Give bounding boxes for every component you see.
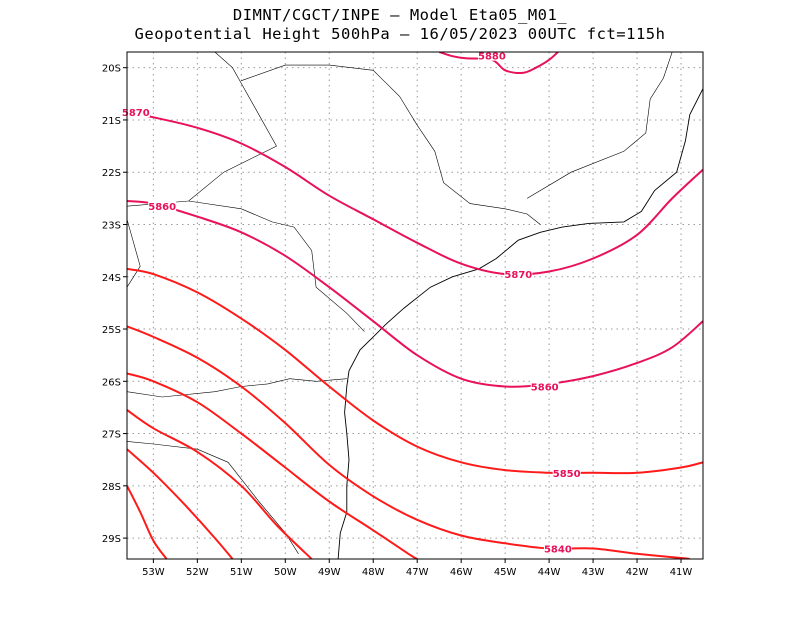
contour-5860 bbox=[127, 200, 703, 388]
boundary-coast bbox=[337, 88, 703, 559]
boundary-state-PR-SC bbox=[127, 378, 347, 398]
height-contours bbox=[127, 52, 703, 559]
lat-tick-label: 22S bbox=[102, 168, 121, 179]
boundary-west-border bbox=[127, 219, 141, 288]
contour-label: 5840 bbox=[544, 545, 572, 556]
lat-tick-label: 29S bbox=[102, 534, 121, 545]
contour-label: 5870 bbox=[504, 270, 532, 281]
contour-5880 bbox=[438, 52, 559, 74]
boundary-state-MG-SP bbox=[241, 64, 541, 225]
lat-tick-label: 20S bbox=[102, 64, 121, 75]
lat-tick-label: 21S bbox=[102, 116, 121, 127]
lon-tick-label: 51W bbox=[230, 567, 253, 578]
lat-tick-label: 28S bbox=[102, 482, 121, 493]
boundary-state-MG-RJ-ES bbox=[526, 52, 673, 199]
map-frame bbox=[126, 51, 704, 560]
contour-label-bg bbox=[504, 268, 533, 280]
graticule bbox=[127, 52, 703, 559]
map-title-line1: DIMNT/CGCT/INPE – Model Eta05_M01_ bbox=[232, 6, 568, 24]
lon-tick-label: 41W bbox=[670, 567, 693, 578]
lon-tick-label: 43W bbox=[582, 567, 605, 578]
coastline-and-borders bbox=[127, 52, 703, 559]
lon-tick-label: 46W bbox=[450, 567, 473, 578]
contour-label-bg bbox=[148, 200, 177, 212]
lon-tick-label: 50W bbox=[274, 567, 297, 578]
lat-tick-label: 24S bbox=[102, 273, 121, 284]
map-title-line2: Geopotential Height 500hPa – 16/05/2023 … bbox=[134, 25, 666, 43]
contour-label-bg bbox=[552, 466, 581, 478]
lon-tick-label: 42W bbox=[626, 567, 649, 578]
lon-tick-label: 52W bbox=[186, 567, 209, 578]
contour-label-bg bbox=[121, 106, 150, 118]
contour-label: 5870 bbox=[122, 108, 150, 119]
lon-tick-label: 44W bbox=[538, 567, 561, 578]
contour-label: 5880 bbox=[478, 52, 506, 63]
contour-labels: 5880 5870 5860 5870 5860 5850 5840 bbox=[121, 49, 581, 556]
contour-label: 5860 bbox=[531, 383, 559, 394]
lat-tick-label: 23S bbox=[102, 220, 121, 231]
contour-5800 bbox=[127, 485, 168, 559]
contour-5820 bbox=[127, 409, 313, 559]
contour-label-bg bbox=[543, 542, 572, 554]
boundary-state-MS-SP bbox=[127, 52, 277, 207]
contour-5840 bbox=[127, 325, 690, 559]
contour-5850 bbox=[127, 267, 703, 475]
lon-tick-label: 48W bbox=[362, 567, 385, 578]
lon-tick-label: 49W bbox=[318, 567, 341, 578]
boundary-state-PR-SP bbox=[188, 200, 365, 332]
lon-tick-label: 53W bbox=[142, 567, 165, 578]
lat-tick-label: 27S bbox=[102, 430, 121, 441]
axis-ticks: 53W 52W 51W 50W 49W 48W 47W 46W 45W 44W 43W 42W 41W 2… bbox=[102, 64, 693, 578]
contour-label-bg bbox=[477, 49, 506, 61]
contour-label: 5850 bbox=[553, 469, 581, 480]
lon-tick-label: 47W bbox=[406, 567, 429, 578]
contour-5810 bbox=[127, 448, 234, 559]
contour-label-bg bbox=[530, 380, 559, 392]
lon-tick-label: 45W bbox=[494, 567, 517, 578]
contour-5830 bbox=[127, 372, 418, 559]
lat-tick-label: 26S bbox=[102, 377, 121, 388]
contour-5870 bbox=[127, 111, 703, 276]
contour-label: 5860 bbox=[148, 202, 176, 213]
lat-tick-label: 25S bbox=[102, 325, 121, 336]
